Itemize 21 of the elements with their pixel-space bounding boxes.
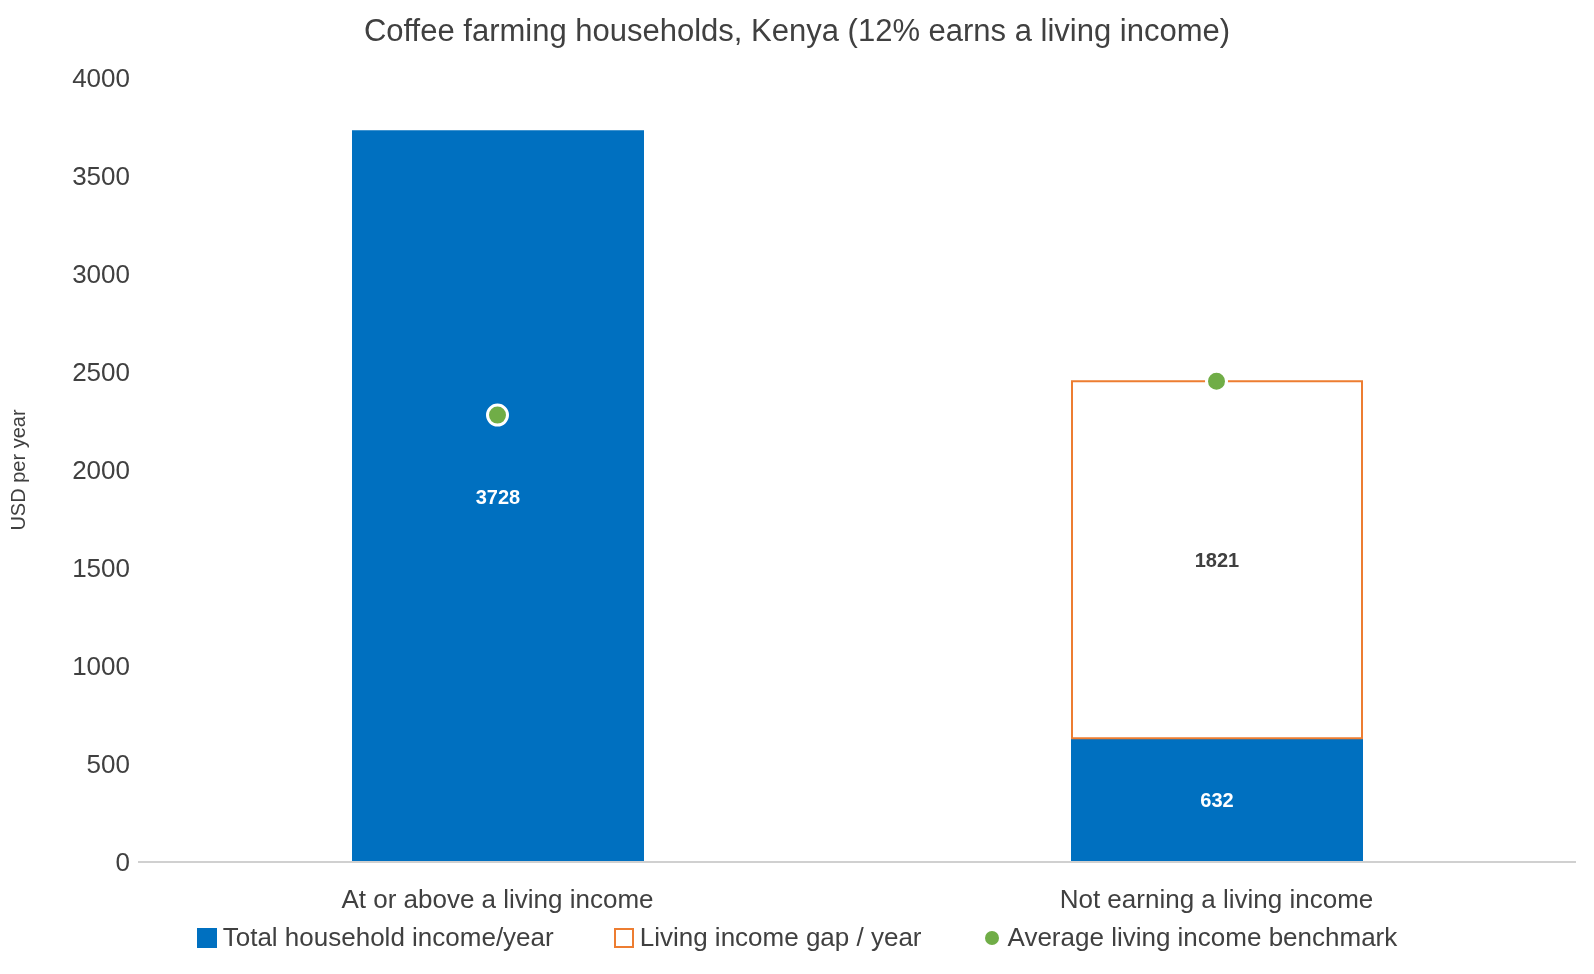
legend-label: Average living income benchmark — [1007, 922, 1398, 953]
legend-label: Living income gap / year — [639, 922, 922, 953]
y-tick-label: 0 — [115, 847, 130, 878]
bar — [352, 130, 644, 862]
data-label: 1821 — [1194, 548, 1240, 571]
data-label: 3728 — [475, 485, 521, 508]
x-tick-label: At or above a living income — [341, 884, 654, 915]
chart-title: Coffee farming households, Kenya (12% earns a living income) — [362, 12, 1232, 50]
y-axis-title: USD per year — [7, 409, 30, 531]
x-tick-label: Not earning a living income — [1059, 884, 1374, 915]
y-tick-label: 1500 — [72, 553, 130, 584]
y-tick-label: 4000 — [72, 63, 130, 94]
y-tick-label: 2500 — [72, 357, 130, 388]
y-tick-label: 3000 — [72, 259, 130, 290]
y-tick-label: 500 — [86, 749, 130, 780]
bar — [1071, 737, 1363, 862]
y-tick-label: 1000 — [72, 651, 130, 682]
y-tick-label: 3500 — [72, 161, 130, 192]
data-label: 632 — [1200, 789, 1234, 812]
y-tick-label: 2000 — [72, 455, 130, 486]
legend-label: Total household income/year — [222, 922, 554, 953]
